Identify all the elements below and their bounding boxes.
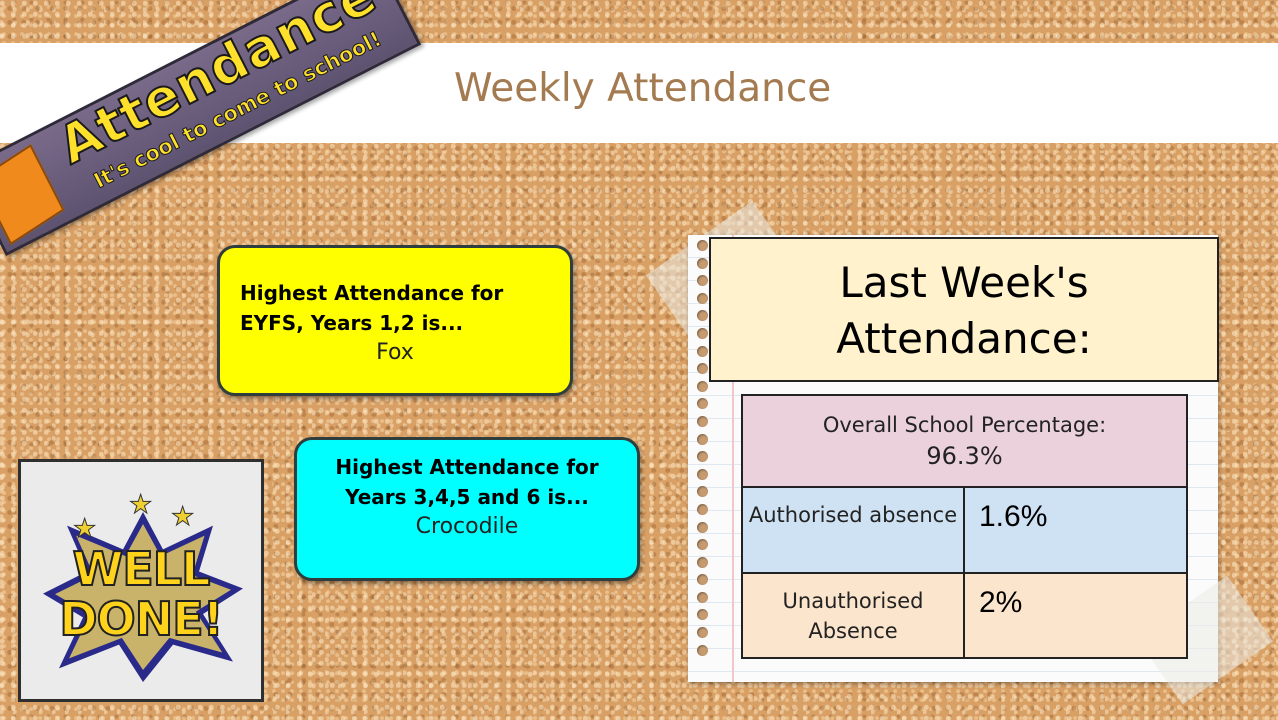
star-icon: ★: [170, 502, 195, 533]
attendance-table: Overall School Percentage: 96.3% Authori…: [741, 394, 1188, 659]
callout-ks2-answer: Crocodile: [415, 514, 519, 539]
summary-heading-box: Last Week's Attendance:: [709, 237, 1219, 382]
overall-label: Overall School Percentage:: [822, 413, 1107, 437]
book-icon: [0, 144, 65, 246]
well-done-line1: WELL: [72, 542, 212, 596]
well-done-image: ★ ★ ★ WELL DONE!: [18, 459, 264, 702]
star-icon: ★: [128, 490, 153, 521]
spiral-holes: [697, 240, 709, 680]
callout-eyfs-heading: Highest Attendance for EYFS, Years 1,2 i…: [240, 281, 504, 335]
unauthorised-label: Unauthorised Absence: [743, 574, 965, 657]
well-done-line2: DONE!: [58, 592, 224, 646]
callout-eyfs: Highest Attendance for EYFS, Years 1,2 i…: [217, 245, 573, 396]
callout-ks2-heading: Highest Attendance for Years 3,4,5 and 6…: [335, 455, 599, 509]
callout-ks2: Highest Attendance for Years 3,4,5 and 6…: [294, 437, 640, 581]
summary-heading: Last Week's Attendance:: [836, 258, 1092, 363]
unauthorised-value: 2%: [979, 586, 1023, 619]
authorised-value: 1.6%: [979, 500, 1048, 533]
overall-row: Overall School Percentage: 96.3%: [743, 396, 1186, 488]
table-row: Unauthorised Absence 2%: [743, 574, 1186, 657]
page-title: Weekly Attendance: [454, 66, 832, 111]
authorised-label: Authorised absence: [743, 488, 965, 572]
star-icon: ★: [72, 514, 97, 545]
paper-margin-line: [732, 235, 734, 682]
callout-eyfs-answer: Fox: [376, 340, 414, 365]
overall-value: 96.3%: [926, 442, 1003, 470]
table-row: Authorised absence 1.6%: [743, 488, 1186, 574]
